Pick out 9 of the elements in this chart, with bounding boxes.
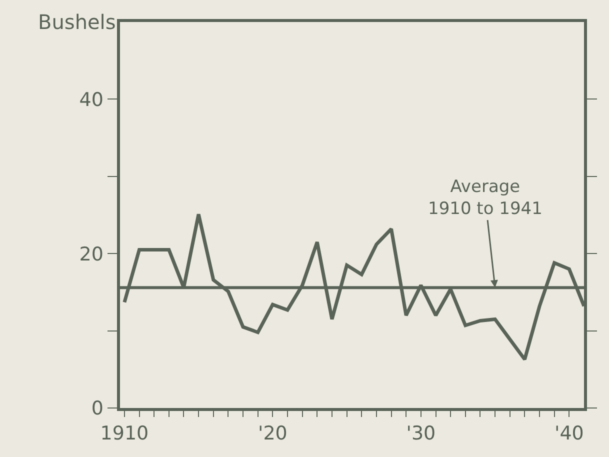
- x-tick-label: '20: [258, 422, 288, 445]
- x-tick-label: '40: [554, 422, 584, 445]
- y-tick-label: 40: [79, 88, 104, 111]
- x-tick-label: 1910: [100, 422, 149, 445]
- y-axis-title: Bushels: [38, 10, 116, 34]
- y-tick-label: 0: [91, 398, 104, 420]
- annotation: Average 1910 to 1941: [428, 177, 542, 220]
- x-tick-label: '30: [406, 422, 436, 445]
- y-tick-label: 20: [79, 243, 104, 266]
